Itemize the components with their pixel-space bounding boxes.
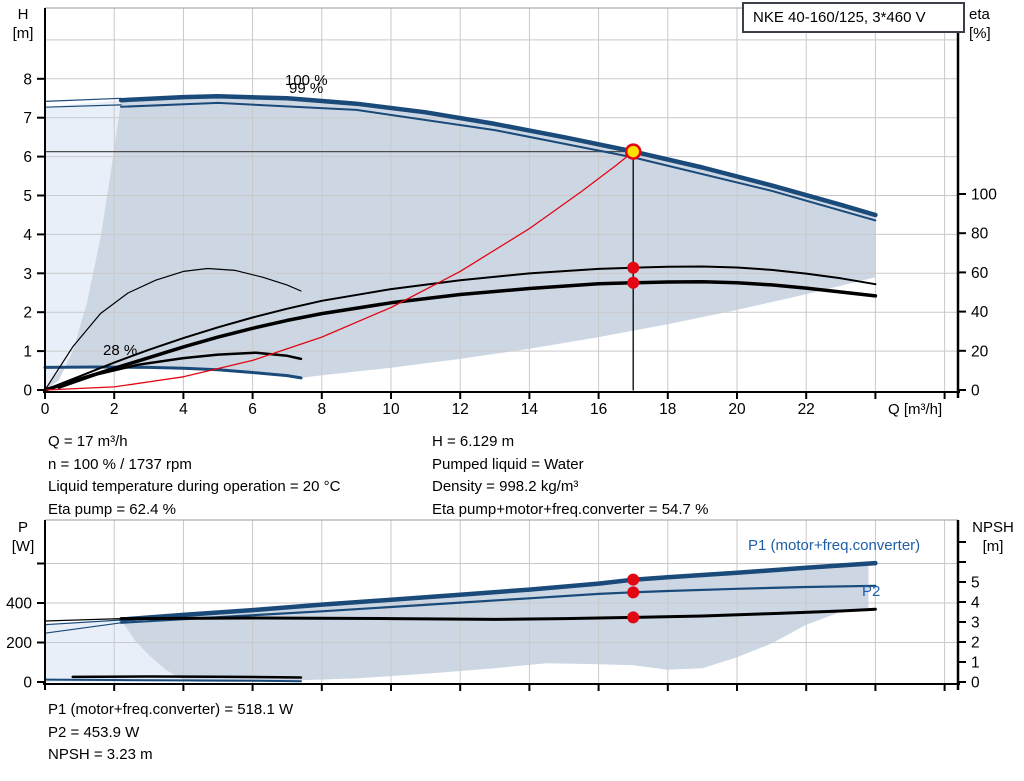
npsh-point [627,611,640,624]
duty-point[interactable] [624,143,642,160]
tick-label-bottom: 20 [728,401,746,418]
tick-label-right: 3 [971,615,980,632]
speed-label-99: 99 % [289,80,324,97]
duty-h: H = 6.129 m [432,433,515,450]
duty-density: Density = 998.2 kg/m³ [432,478,579,495]
tick-label-bottom: 8 [317,401,326,418]
tick-label-bottom: 16 [590,401,607,418]
q-axis-title: Q [m³/h] [888,401,943,418]
eta-axis-symbol: eta [969,6,990,23]
control-parabola-red [44,150,634,391]
h-axis-symbol: H [17,6,29,23]
h-axis-unit: [m] [12,25,34,42]
tick-label-left: 1 [23,344,32,361]
tick-label-bottom: 4 [179,401,188,418]
tick-label-right: 2 [971,635,980,652]
tick-label-bottom: 18 [659,401,676,418]
duty-speed: n = 100 % / 1737 rpm [48,455,192,473]
envelope-light-area [45,100,122,390]
tick-label-left: 2 [23,305,32,322]
p2-point [627,586,640,599]
p1-curve-label: P1 (motor+freq.converter) [748,537,921,554]
tick-label-right: 4 [971,595,980,612]
tick-label-left: 5 [23,188,32,205]
p-axis-title: P [W] [2,518,44,556]
tick-label-right: 80 [971,226,989,243]
duty-p1: P1 (motor+freq.converter) = 518.1 W [48,701,294,718]
tick-label-right: 0 [971,675,980,692]
eta-total-point [627,276,640,289]
npsh-axis-symbol: NPSH [972,519,1014,536]
tick-label-bottom: 22 [798,401,815,418]
eta-axis-unit: [%] [969,25,991,42]
npsh-axis-title: NPSH [m] [962,518,1024,556]
power-dark-area [121,563,869,682]
tick-label-left: 7 [23,110,32,127]
p1-curve [118,560,878,622]
eta-pump-point [627,261,640,274]
qh-leadin-lower [44,104,122,108]
tick-label-left: 4 [23,227,32,244]
npsh-curve [119,607,877,621]
h-axis-title: H [m] [2,5,44,43]
tick-label-right: 1 [971,655,980,672]
npsh-axis-unit: [m] [982,538,1004,555]
tick-label-left: 400 [6,596,32,613]
power-light-area [45,620,198,682]
p2-leadin [44,622,122,634]
eta-pump-curve [44,265,877,391]
tick-label-bottom: 6 [248,401,257,418]
power-info: P1 (motor+freq.converter) = 518.1 W P2 =… [48,699,293,767]
duty-liquid: Pumped liquid = Water [432,455,584,473]
npsh-leadin [44,618,122,622]
eta-arc-reduced-speed [44,267,302,391]
tick-label-left: 200 [6,635,32,652]
tick-label-bottom: 12 [452,401,469,418]
qh-curve-99pct [120,101,877,222]
p2-curve [120,584,877,624]
tick-label-right: 100 [971,187,997,204]
eta-axis-title: eta [%] [969,5,1019,43]
qh-leadin-upper [44,97,122,102]
tick-label-bottom: 14 [521,401,539,418]
tick-label-bottom: 0 [41,401,50,418]
duty-p2: P2 = 453.9 W [48,723,140,741]
p-axis-unit: [W] [11,538,35,555]
tick-label-right: 40 [971,304,989,321]
p-axis-symbol: P [17,519,28,536]
duty-info-right: H = 6.129 m Pumped liquid = Water Densit… [432,431,708,521]
eta-total-curve [43,280,878,392]
p1-leadin [44,619,122,626]
tick-label-right: 60 [971,265,989,282]
tick-label-left: 3 [23,266,32,283]
tick-label-bottom: 2 [110,401,119,418]
tick-label-right: 20 [971,343,989,360]
duty-eta-total: Eta pump+motor+freq.converter = 54.7 % [432,500,709,518]
tick-label-left: 0 [23,383,32,400]
p-curve-28pct-navy [44,678,302,683]
duty-npsh: NPSH = 3.23 m [48,746,153,763]
duty-liquid-temp: Liquid temperature during operation = 20… [48,478,341,495]
p-curve-28pct-black [71,675,303,679]
duty-info-left: Q = 17 m³/h n = 100 % / 1737 rpm Liquid … [48,431,340,521]
pump-type-box: NKE 40-160/125, 3*460 V [742,2,965,33]
duty-q: Q = 17 m³/h [48,433,128,450]
tick-label-right: 5 [971,575,980,592]
p1-point [627,573,640,586]
tick-label-left: 8 [23,71,32,88]
duty-eta-pump: Eta pump = 62.4 % [48,500,176,518]
tick-label-left: 0 [23,675,32,692]
tick-label-left: 6 [23,149,32,166]
tick-label-bottom: 10 [382,401,400,418]
p2-curve-label: P2 [862,583,881,600]
speed-label-100: 100 % [285,72,328,89]
speed-label-28: 28 % [103,342,138,359]
tick-label-right: 0 [971,383,980,400]
qh-curve-100pct [118,94,878,218]
